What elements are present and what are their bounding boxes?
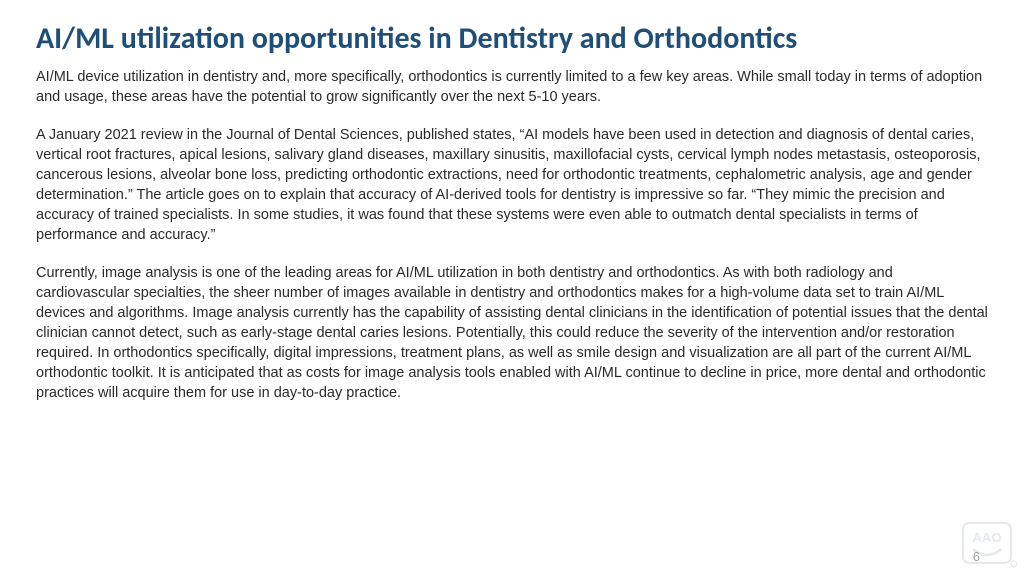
svg-text:R: R — [1013, 563, 1016, 568]
aao-logo-icon: AAO R — [962, 522, 1018, 570]
svg-text:AAO: AAO — [973, 530, 1002, 545]
paragraph-1: AI/ML device utilization in dentistry an… — [36, 67, 988, 107]
paragraph-2: A January 2021 review in the Journal of … — [36, 125, 988, 245]
slide-container: AI/ML utilization opportunities in Denti… — [0, 0, 1024, 423]
paragraph-3: Currently, image analysis is one of the … — [36, 263, 988, 403]
slide-title: AI/ML utilization opportunities in Denti… — [36, 22, 988, 57]
slide-body: AI/ML device utilization in dentistry an… — [36, 67, 988, 403]
